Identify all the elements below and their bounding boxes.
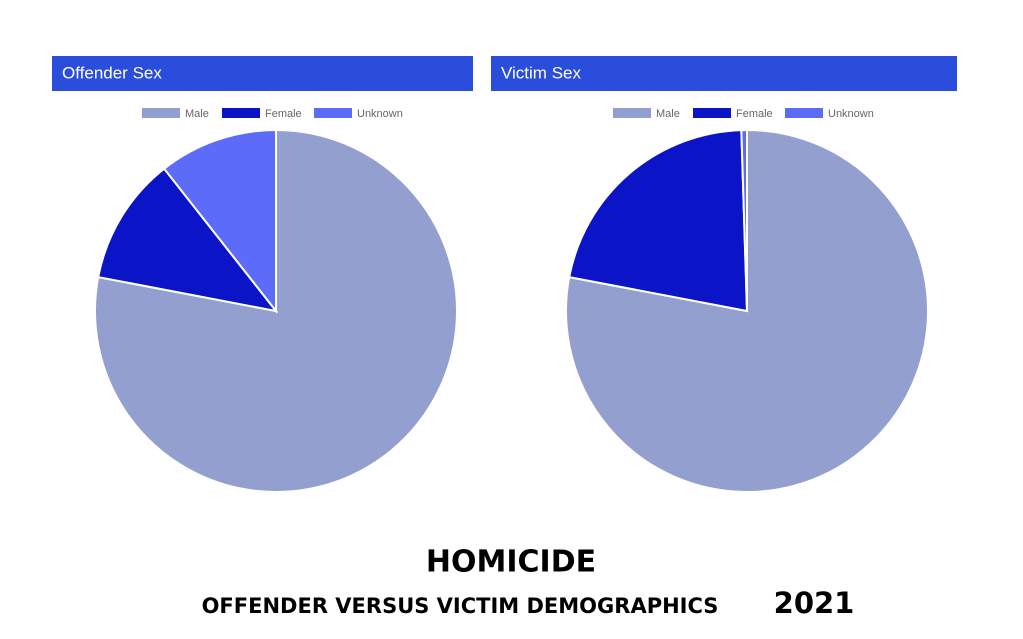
pie-slice xyxy=(565,128,929,493)
legend-label: Male xyxy=(656,108,680,120)
legend-swatch xyxy=(142,108,180,118)
legend-swatch xyxy=(222,108,260,118)
legend-label: Unknown xyxy=(357,108,403,120)
panel-header xyxy=(52,56,473,91)
panel-title: Victim Sex xyxy=(501,63,581,82)
panel-title: Offender Sex xyxy=(62,63,162,82)
pie-slice xyxy=(94,128,458,493)
legend-swatch xyxy=(785,108,823,118)
pie-slice xyxy=(568,129,749,313)
footer-title: HOMICIDE xyxy=(426,545,596,580)
pie-slice xyxy=(97,167,279,313)
pie-slice xyxy=(740,128,748,312)
legend-label: Female xyxy=(265,108,302,120)
legend-label: Unknown xyxy=(828,108,874,120)
legend-swatch xyxy=(613,108,651,118)
legend-swatch xyxy=(693,108,731,118)
pie-slice xyxy=(162,128,277,314)
footer-year: 2021 xyxy=(774,586,855,620)
legend-label: Male xyxy=(185,108,209,120)
footer-subtitle: OFFENDER VERSUS VICTIM DEMOGRAPHICS xyxy=(202,594,719,618)
legend-swatch xyxy=(314,108,352,118)
legend-label: Female xyxy=(736,108,773,120)
panel-header xyxy=(491,56,957,91)
